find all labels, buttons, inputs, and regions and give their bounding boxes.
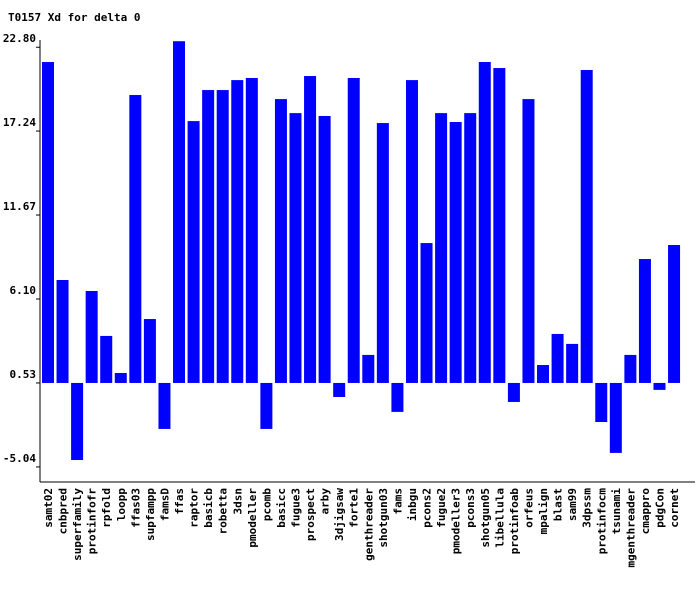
x-tick-label: pcons3	[464, 488, 477, 528]
x-tick-label: arby	[319, 488, 332, 515]
bar	[566, 343, 579, 383]
x-tick-label: shotgun05	[479, 488, 492, 548]
bar	[478, 62, 491, 383]
bar	[158, 382, 171, 429]
x-tick-label: mgenthreader	[624, 488, 637, 568]
y-tick-label: 17.24	[3, 116, 36, 129]
bar	[551, 333, 564, 383]
bar	[507, 382, 520, 402]
x-tick-label: protinfocm	[595, 488, 608, 555]
x-tick-label: 3dpssm	[581, 488, 594, 528]
x-tick-label: inbgu	[406, 488, 419, 521]
bar	[391, 382, 404, 412]
y-tick-label: 6.10	[10, 284, 37, 297]
bar	[405, 80, 418, 383]
x-tick-label: pmodeller3	[450, 488, 463, 554]
bar	[318, 115, 331, 383]
bar	[522, 99, 535, 383]
y-tick-label: -5.04	[3, 452, 36, 465]
x-tick-label: ffas03	[129, 488, 142, 528]
bar	[245, 77, 258, 383]
bar	[638, 259, 651, 383]
x-tick-label: 3djigsaw	[333, 488, 346, 541]
bar	[100, 335, 113, 383]
x-tick-label: cnbpred	[57, 488, 70, 534]
bar	[260, 382, 273, 429]
x-tick-label: cmappro	[639, 488, 652, 535]
x-tick-label: forte1	[348, 488, 361, 528]
x-tick-label: famsD	[158, 488, 171, 521]
bar	[668, 245, 681, 383]
bar	[653, 382, 666, 390]
x-tick-label: ffas	[173, 488, 186, 515]
bar	[333, 382, 346, 397]
x-tick-label: raptor	[188, 488, 201, 528]
x-tick-label: loopp	[115, 488, 128, 521]
x-tick-label: pmodeller	[246, 488, 259, 548]
x-tick-label: orfeus	[522, 488, 535, 528]
x-tick-label: supfampp	[144, 488, 157, 541]
x-tick-label: sam99	[566, 488, 579, 521]
x-tick-label: fugue3	[290, 488, 303, 528]
bar	[274, 99, 287, 383]
x-tick-label: superfamily	[71, 488, 84, 561]
x-tick-label: tsunami	[610, 488, 623, 535]
x-tick-label: blast	[552, 488, 565, 521]
bar	[304, 76, 317, 383]
x-tick-label: shotgun03	[377, 488, 390, 548]
x-tick-label: samt02	[42, 488, 55, 528]
chart-title: T0157 Xd for delta 0	[8, 11, 140, 24]
x-tick-label: mpalign	[537, 488, 550, 534]
x-tick-label: basicc	[275, 488, 288, 528]
bar	[114, 373, 127, 383]
bar	[289, 113, 302, 383]
bar	[493, 68, 506, 383]
x-tick-label: pcons2	[421, 488, 434, 528]
x-tick-label: 3dsn	[231, 488, 244, 515]
x-tick-label: fams	[391, 488, 404, 515]
y-tick-label: 0.53	[10, 368, 37, 381]
bar	[420, 243, 433, 383]
bar	[362, 354, 375, 383]
bar	[580, 69, 593, 383]
x-tick-label: pcomb	[260, 488, 273, 521]
x-tick-label: genthreader	[362, 488, 375, 561]
bar	[187, 121, 200, 383]
bar	[143, 319, 156, 383]
y-tick-label: 11.67	[3, 200, 36, 213]
x-tick-label: prospect	[304, 488, 317, 541]
x-tick-label: pdgCon	[654, 488, 667, 528]
bar	[537, 365, 550, 383]
bar	[202, 90, 215, 383]
bar	[347, 77, 360, 383]
bar	[609, 382, 622, 453]
x-tick-label: fugue2	[435, 488, 448, 528]
bar	[449, 122, 462, 383]
x-tick-label: libellula	[493, 488, 506, 548]
bar	[56, 279, 69, 383]
bar	[41, 62, 54, 383]
x-tick-label: cornet	[668, 488, 681, 528]
x-tick-label: protinfoab	[508, 488, 521, 555]
bar	[464, 113, 477, 383]
bar	[173, 41, 186, 383]
bar	[129, 95, 142, 383]
x-tick-label: rpfold	[100, 488, 113, 528]
bar	[216, 90, 229, 383]
x-tick-label: protinfofr	[86, 488, 99, 555]
bar	[231, 80, 244, 383]
bar	[624, 354, 637, 383]
x-tick-label: basicb	[202, 488, 215, 528]
bar	[376, 123, 389, 383]
bar	[71, 382, 84, 460]
y-tick-label: 22.80	[3, 32, 36, 45]
bar	[85, 290, 98, 383]
bar	[435, 113, 448, 383]
x-tick-label: robetta	[217, 488, 230, 534]
bar	[595, 382, 608, 423]
